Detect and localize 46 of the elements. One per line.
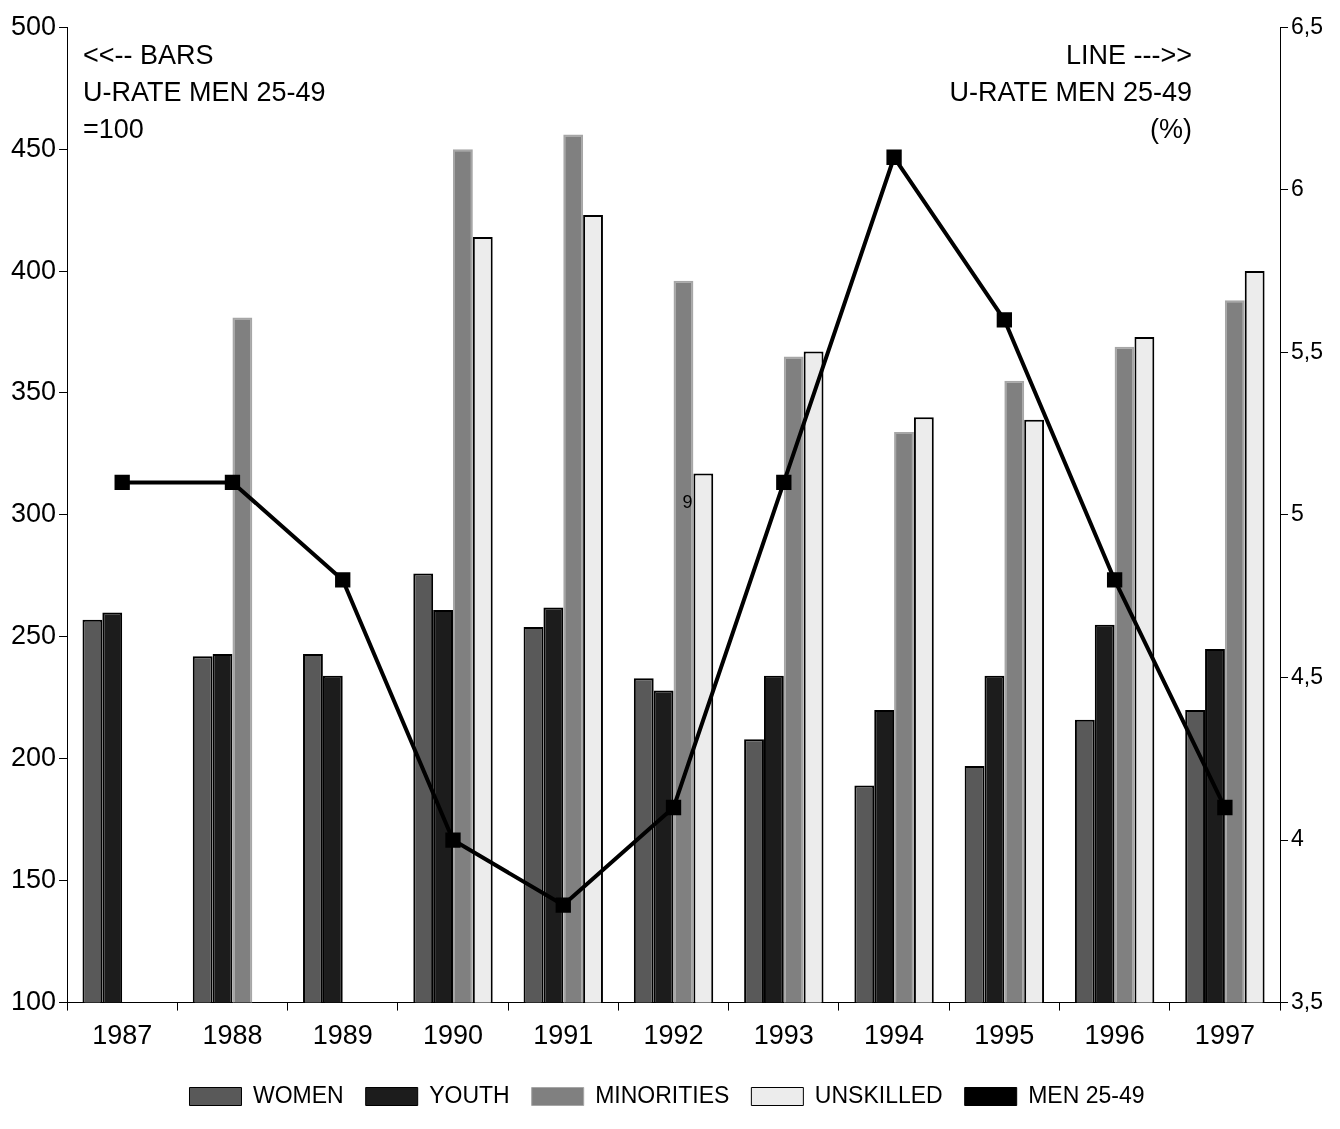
point	[996, 312, 1013, 328]
x-tick-label: 1988	[202, 1020, 263, 1051]
y2-tick-label: 5	[1291, 500, 1304, 527]
point	[335, 572, 351, 588]
y-tick-label: 350	[10, 376, 57, 407]
x-tick-label: 1993	[753, 1020, 814, 1051]
point	[445, 832, 461, 848]
annotation: LINE --->> U-RATE MEN 25-49 (%)	[949, 40, 1193, 145]
point	[1217, 799, 1233, 816]
y-tick-label: 450	[10, 132, 57, 163]
x-tick-label: 1990	[422, 1020, 484, 1051]
x-tick-label: 1989	[312, 1020, 373, 1051]
x-tick-label: 1995	[974, 1020, 1035, 1051]
legend-label: YOUTH	[429, 1081, 510, 1108]
legend-label: MEN 25-49	[1028, 1081, 1145, 1108]
annotation: 9	[682, 491, 693, 512]
y2-tick-label: 6,5	[1291, 12, 1324, 39]
y2-tick-label: 4,5	[1291, 662, 1324, 689]
y2-tick-label: 3,5	[1291, 987, 1324, 1014]
y2-tick-label: 5,5	[1291, 337, 1324, 364]
point	[776, 474, 792, 491]
x-tick-label: 1996	[1084, 1020, 1145, 1051]
y-tick-label: 250	[10, 620, 57, 651]
y2-tick-label: 4	[1291, 825, 1305, 852]
point	[114, 474, 130, 491]
y-tick-label: 100	[10, 986, 57, 1017]
legend-label: MINORITIES	[595, 1081, 730, 1108]
y2-tick-label: 6	[1291, 175, 1304, 202]
x-tick-label: 1997	[1194, 1020, 1255, 1051]
point	[555, 897, 571, 913]
legend-label: WOMEN	[252, 1081, 344, 1108]
point	[224, 474, 241, 491]
x-tick-label: 1994	[864, 1020, 925, 1051]
point	[886, 149, 902, 165]
y-tick-label: 200	[10, 742, 57, 773]
y-tick-label: 150	[10, 864, 57, 895]
point	[1106, 572, 1123, 588]
x-tick-label: 1992	[643, 1020, 704, 1051]
annotation: <<-- BARS U-RATE MEN 25-49 =100	[83, 40, 326, 145]
point	[665, 799, 682, 816]
y-tick-label: 300	[10, 498, 57, 529]
y-tick-label: 400	[10, 254, 57, 285]
x-tick-label: 1987	[92, 1020, 153, 1051]
y-tick-label: 500	[10, 10, 57, 41]
legend-label: UNSKILLED	[814, 1081, 943, 1108]
x-tick-label: 1991	[533, 1020, 594, 1051]
